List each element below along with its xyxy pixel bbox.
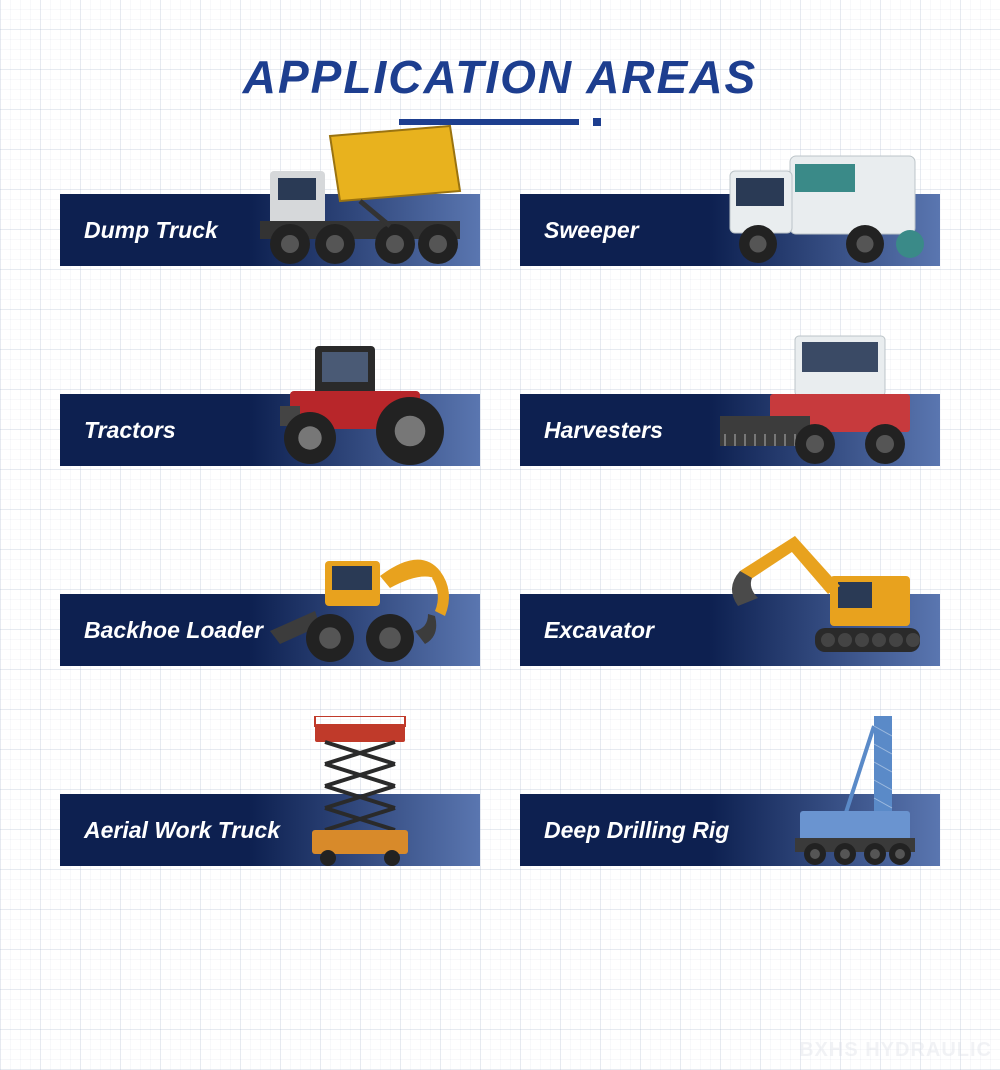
- card-excavator: Excavator: [520, 586, 940, 666]
- card-drill-rig: Deep Drilling Rig: [520, 786, 940, 866]
- watermark: BXHS HYDRAULIC: [799, 1039, 992, 1062]
- scissor-lift-icon: [240, 716, 470, 866]
- card-label: Excavator: [544, 617, 654, 644]
- harvester-icon: [700, 316, 930, 466]
- underline-dot: [593, 118, 601, 126]
- card-label: Dump Truck: [84, 217, 218, 244]
- card-scissor-lift: Aerial Work Truck: [60, 786, 480, 866]
- card-grid: Dump Truck Sweeper Tractors Harvesters B…: [0, 186, 1000, 926]
- card-label: Tractors: [84, 417, 176, 444]
- excavator-icon: [700, 516, 930, 666]
- card-harvester: Harvesters: [520, 386, 940, 466]
- card-backhoe: Backhoe Loader: [60, 586, 480, 666]
- sweeper-icon: [700, 116, 930, 266]
- card-dump-truck: Dump Truck: [60, 186, 480, 266]
- card-sweeper: Sweeper: [520, 186, 940, 266]
- card-label: Backhoe Loader: [84, 617, 263, 644]
- tractor-icon: [240, 316, 470, 466]
- card-label: Harvesters: [544, 417, 663, 444]
- card-label: Sweeper: [544, 217, 639, 244]
- main-content: APPLICATION AREAS Dump Truck Sweeper Tra…: [0, 0, 1000, 926]
- page-title: APPLICATION AREAS: [0, 50, 1000, 104]
- drill-rig-icon: [700, 716, 930, 866]
- dump-truck-icon: [240, 116, 470, 266]
- backhoe-icon: [240, 516, 470, 666]
- card-tractor: Tractors: [60, 386, 480, 466]
